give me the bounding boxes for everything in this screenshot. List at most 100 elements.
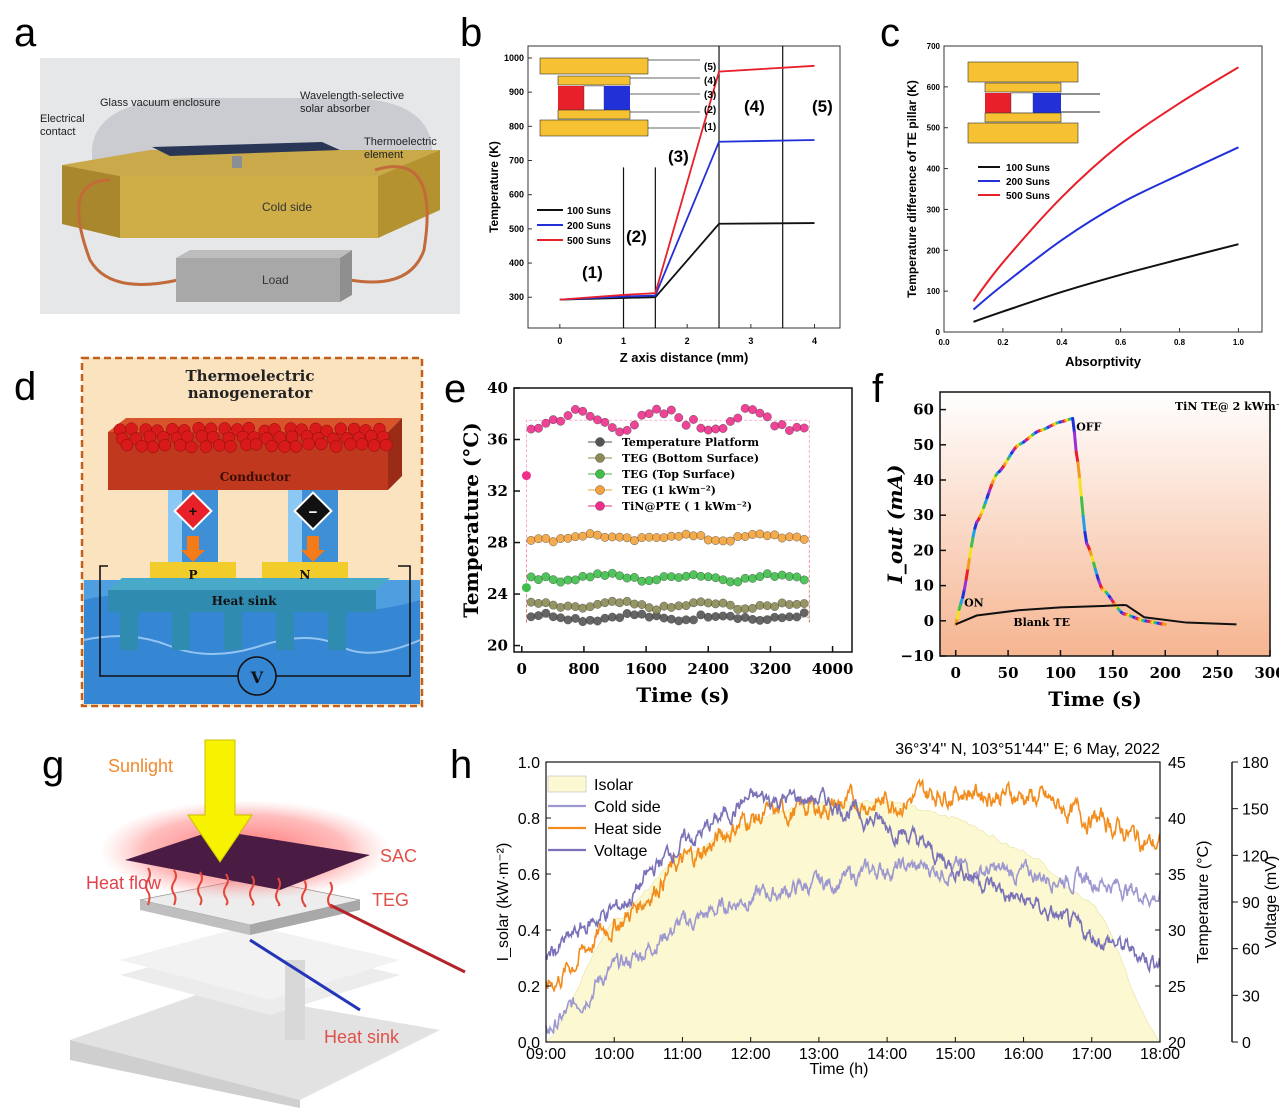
data-point xyxy=(659,533,669,543)
data-point xyxy=(622,573,632,583)
data-point xyxy=(541,598,551,608)
heatsink-label-d: Heat sink xyxy=(212,594,278,608)
panel-letter-d: d xyxy=(14,365,36,409)
data-point xyxy=(725,536,735,546)
data-point xyxy=(733,605,743,614)
x-tick-label: 250 xyxy=(1202,664,1233,682)
x-tick-label: 16:00 xyxy=(1004,1046,1044,1063)
data-point xyxy=(792,599,802,609)
x-tick-label: 300 xyxy=(1254,664,1279,682)
contact-label: Electrical contact xyxy=(40,113,85,138)
series-line xyxy=(559,222,815,301)
y-tick-label: 900 xyxy=(509,87,524,97)
cold-side-label: Cold side xyxy=(262,200,312,214)
y-tick-label: 32 xyxy=(487,482,508,500)
y-tick-label: 700 xyxy=(927,42,941,51)
y-tick-label: 1.0 xyxy=(518,755,540,772)
legend-marker xyxy=(595,501,605,511)
y-tick-label: 0.6 xyxy=(518,867,540,884)
data-point xyxy=(570,575,580,585)
y-tick-label: 28 xyxy=(487,534,508,552)
data-point xyxy=(644,532,654,542)
heatsink-label-g: Heat sink xyxy=(324,1027,400,1047)
y-tick-label: 0 xyxy=(924,612,934,630)
data-point xyxy=(740,532,750,541)
chart-h: 0.0 0.2 0.4 0.6 0.8 1.0 20 25 30 35 40 45 0 30 60 90 120… xyxy=(495,741,1279,1078)
data-point xyxy=(578,603,588,613)
p-label: P xyxy=(188,568,197,582)
series-guide xyxy=(526,605,810,623)
data-point xyxy=(681,571,691,581)
chart-c: 0.0 0.2 0.4 0.6 0.8 1.0 0 100 200 300 400 500 600 700… xyxy=(905,42,1263,369)
data-point xyxy=(659,409,669,419)
legend-entry: 200 Suns xyxy=(1006,177,1050,188)
x-tick-label: 0.4 xyxy=(1056,338,1068,347)
data-point xyxy=(615,427,625,437)
data-point xyxy=(534,575,543,585)
data-point xyxy=(556,577,566,587)
data-point xyxy=(659,572,669,581)
particle xyxy=(135,439,148,453)
te-element-label: Thermoelectric element xyxy=(364,136,437,161)
series-segment xyxy=(1071,416,1076,435)
particle xyxy=(120,438,134,452)
legend-entry: TEG (Bottom Surface) xyxy=(622,452,759,465)
particle xyxy=(344,438,357,451)
x-tick-label: 0 xyxy=(517,660,527,678)
data-point xyxy=(526,597,536,607)
y-right2-tick-label: 60 xyxy=(1242,942,1260,959)
data-point xyxy=(718,611,728,621)
data-point xyxy=(607,532,617,542)
data-point xyxy=(748,405,757,415)
x-axis-label: Z axis distance (mm) xyxy=(620,350,749,365)
data-point xyxy=(585,602,595,612)
y-tick-label: 600 xyxy=(509,190,524,200)
chart-title: TiN TE@ 2 kWm⁻² xyxy=(1175,400,1279,413)
data-point xyxy=(570,602,580,611)
particle xyxy=(265,439,279,453)
data-point xyxy=(681,601,691,611)
y-axis-label: Temperature difference of TE pillar (K) xyxy=(905,80,919,298)
plot-frame xyxy=(545,761,1161,1043)
n-label: N xyxy=(300,568,311,582)
x-tick-label: 150 xyxy=(1097,664,1128,682)
heatflow-label: Heat flow xyxy=(86,873,162,893)
data-point xyxy=(755,572,765,581)
particle xyxy=(380,438,393,452)
panel-letter-c: c xyxy=(880,11,900,55)
y-tick-label: 20 xyxy=(913,541,934,559)
chart-f: 0 50 100 150 200 250 300 −10 0 10 20 30 40 50 60 TiN TE… xyxy=(883,391,1279,711)
y-right2-tick-label: 0 xyxy=(1242,1035,1251,1052)
particle xyxy=(199,440,213,453)
data-point xyxy=(740,403,750,413)
data-point xyxy=(711,573,721,583)
particle xyxy=(302,437,315,451)
x-tick-label: 13:00 xyxy=(799,1046,839,1063)
particle xyxy=(289,440,303,453)
data-point xyxy=(725,577,735,587)
data-point xyxy=(666,405,676,415)
data-point xyxy=(666,603,676,612)
teg-label: TEG xyxy=(372,890,409,910)
heat-flow-arrow xyxy=(223,873,229,906)
data-point xyxy=(563,575,573,585)
data-point xyxy=(792,422,802,432)
data-point xyxy=(740,613,750,622)
x-tick-label: 3 xyxy=(748,336,753,346)
data-point xyxy=(630,536,639,546)
y-right2-tick-label: 30 xyxy=(1242,988,1260,1005)
data-point xyxy=(689,531,698,541)
data-point xyxy=(570,532,580,542)
glass-label: Glass vacuum enclosure xyxy=(100,97,220,109)
x-tick-label: 50 xyxy=(998,664,1019,682)
particle xyxy=(334,422,348,435)
data-point xyxy=(556,534,566,543)
y-axis-label: I_out (mA) xyxy=(883,464,907,584)
data-point xyxy=(570,613,580,623)
data-point xyxy=(674,413,684,423)
plot-frame xyxy=(939,391,1271,657)
data-point xyxy=(785,572,794,581)
data-point xyxy=(644,612,654,622)
data-point xyxy=(526,424,536,434)
